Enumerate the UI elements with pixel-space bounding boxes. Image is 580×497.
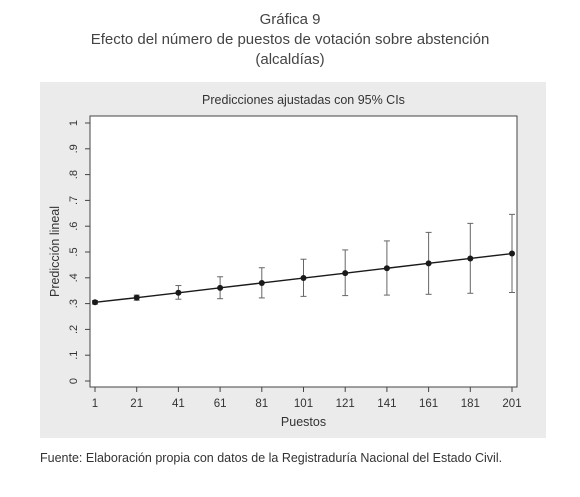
- figure-label: Gráfica 9: [259, 11, 321, 28]
- x-tick-label: 181: [461, 398, 480, 410]
- x-tick-label: 141: [377, 398, 396, 410]
- y-tick-label: .4: [68, 273, 80, 282]
- figure-title-line2: (alcaldías): [255, 51, 325, 68]
- x-tick-label: 41: [172, 398, 185, 410]
- figure-title-line1: Efecto del número de puestos de votación…: [90, 31, 490, 48]
- y-tick-label: .2: [68, 325, 80, 334]
- chart-svg: Predicciones ajustadas con 95% CIs 0 .1 .2.…: [48, 93, 522, 429]
- x-tick-label: 21: [130, 398, 143, 410]
- y-tick-label: .9: [68, 144, 80, 153]
- prediction-point: [383, 265, 390, 272]
- x-tick-label: 81: [255, 398, 268, 410]
- plot-area: [89, 115, 518, 388]
- y-tick-label: .7: [68, 196, 80, 205]
- y-axis-label: Predicción lineal: [48, 206, 62, 297]
- prediction-point: [133, 294, 140, 301]
- prediction-point: [175, 289, 182, 296]
- y-tick-label: .1: [68, 351, 80, 360]
- prediction-point: [342, 270, 349, 277]
- y-tick-label: .5: [68, 247, 80, 256]
- y-tick-label: .6: [68, 222, 80, 231]
- x-tick-label: 161: [419, 398, 438, 410]
- prediction-point: [258, 279, 265, 286]
- prediction-point: [92, 299, 98, 306]
- figure-header: Gráfica 9 Efecto del número de puestos d…: [0, 10, 580, 70]
- x-tick-label: 101: [294, 398, 313, 410]
- y-tick-label: 1: [68, 120, 80, 126]
- prediction-point: [467, 255, 474, 262]
- prediction-point: [509, 250, 515, 257]
- x-tick-label: 1: [92, 398, 98, 410]
- x-tick-label: 121: [336, 398, 355, 410]
- prediction-point: [217, 284, 224, 291]
- source-note: Fuente: Elaboración propia con datos de …: [40, 451, 503, 465]
- x-tick-label: 201: [502, 398, 521, 410]
- y-tick-label: .8: [68, 170, 80, 179]
- y-tick-label: .3: [68, 299, 80, 308]
- x-axis-label: Puestos: [281, 415, 326, 429]
- prediction-point: [300, 275, 307, 282]
- prediction-point: [425, 260, 432, 267]
- chart-panel: Predicciones ajustadas con 95% CIs 0 .1 .2.…: [40, 82, 546, 438]
- chart-title: Predicciones ajustadas con 95% CIs: [202, 93, 405, 107]
- x-tick-label: 61: [214, 398, 227, 410]
- y-tick-label: 0: [68, 378, 80, 384]
